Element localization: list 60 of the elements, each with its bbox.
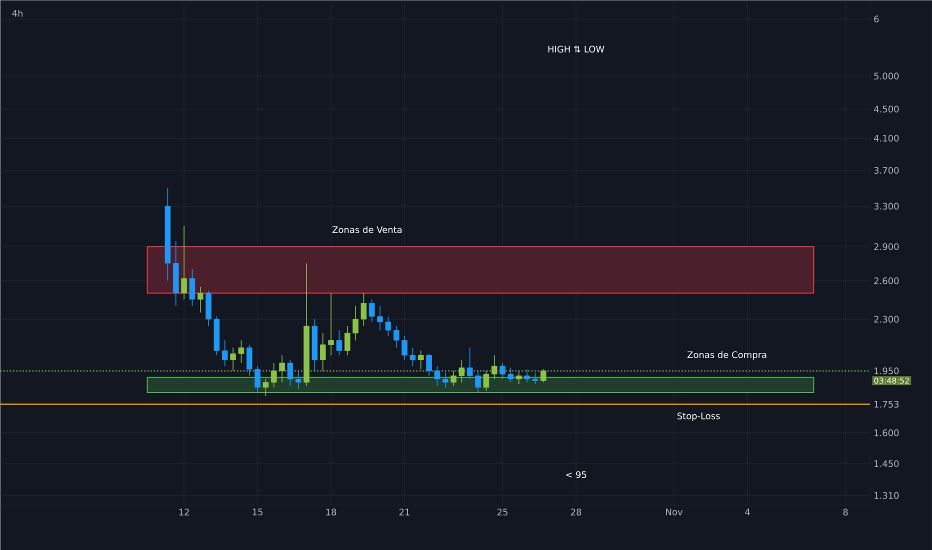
candlestick bbox=[532, 372, 538, 384]
y-tick-label: 6 bbox=[874, 16, 879, 22]
candlestick bbox=[254, 366, 260, 393]
candlestick bbox=[434, 366, 440, 386]
annotation: < 95 bbox=[566, 471, 586, 478]
y-tick-label: 5.000 bbox=[874, 72, 899, 80]
band-label: Zonas de Venta bbox=[332, 226, 402, 234]
candlestick bbox=[181, 225, 187, 300]
candlestick bbox=[466, 347, 473, 380]
candlestick bbox=[262, 378, 269, 396]
y-tick-label: 1.753 bbox=[874, 400, 899, 408]
ref-line-label: Stop-Loss bbox=[677, 412, 720, 422]
candlestick bbox=[368, 298, 375, 322]
x-tick-label: 18 bbox=[326, 508, 336, 516]
candlestick bbox=[328, 292, 334, 356]
candlestick bbox=[410, 347, 416, 366]
candlestick bbox=[222, 340, 228, 366]
y-tick-label: 1.450 bbox=[874, 460, 899, 467]
y-tick-label: 3.300 bbox=[874, 202, 899, 210]
candlestick bbox=[352, 305, 358, 341]
candlestick bbox=[393, 326, 400, 348]
candlestick bbox=[524, 368, 530, 383]
annotation: HIGH ⇅ LOW bbox=[548, 46, 604, 52]
candlestick bbox=[295, 370, 302, 390]
y-tick-label: 1.310 bbox=[874, 492, 899, 499]
candlestick bbox=[385, 316, 392, 336]
candlestick bbox=[246, 344, 252, 376]
y-tick-label: 2.900 bbox=[874, 243, 899, 250]
candlestick bbox=[287, 359, 294, 386]
candlestick bbox=[377, 305, 383, 331]
x-tick-label: 15 bbox=[252, 508, 262, 516]
candlestick bbox=[189, 268, 196, 306]
x-tick-label: 4 bbox=[745, 508, 750, 516]
candlestick bbox=[418, 350, 424, 370]
candlestick bbox=[402, 336, 408, 360]
candlestick bbox=[475, 370, 481, 393]
y-tick-label: 1.600 bbox=[874, 429, 899, 436]
x-tick-label: 28 bbox=[570, 508, 582, 516]
candlestick bbox=[360, 292, 367, 326]
y-tick-label: 4.500 bbox=[874, 106, 899, 112]
y-tick-label: 2.600 bbox=[874, 277, 899, 284]
y-tick-label: 2.300 bbox=[874, 316, 899, 323]
candlestick bbox=[508, 367, 514, 383]
x-tick-label: 8 bbox=[843, 508, 848, 516]
x-tick-label: 21 bbox=[399, 508, 410, 516]
x-tick-label: 25 bbox=[497, 508, 508, 516]
x-tick-label: 12 bbox=[179, 508, 189, 516]
y-tick-label: 4.100 bbox=[874, 134, 899, 142]
candlestick bbox=[426, 353, 432, 376]
text: 4h bbox=[12, 10, 22, 17]
candlestick bbox=[500, 362, 506, 380]
band-label: Zonas de Compra bbox=[687, 351, 766, 360]
candlestick bbox=[238, 340, 244, 364]
candlestick bbox=[197, 286, 204, 313]
x-tick-label: Nov bbox=[666, 508, 683, 516]
candlestick bbox=[442, 372, 448, 388]
y-tick-label: 3.700 bbox=[874, 166, 899, 174]
candlestick bbox=[344, 326, 350, 356]
y-tick-label: 1.950 bbox=[874, 367, 899, 374]
candlestick bbox=[336, 330, 342, 356]
